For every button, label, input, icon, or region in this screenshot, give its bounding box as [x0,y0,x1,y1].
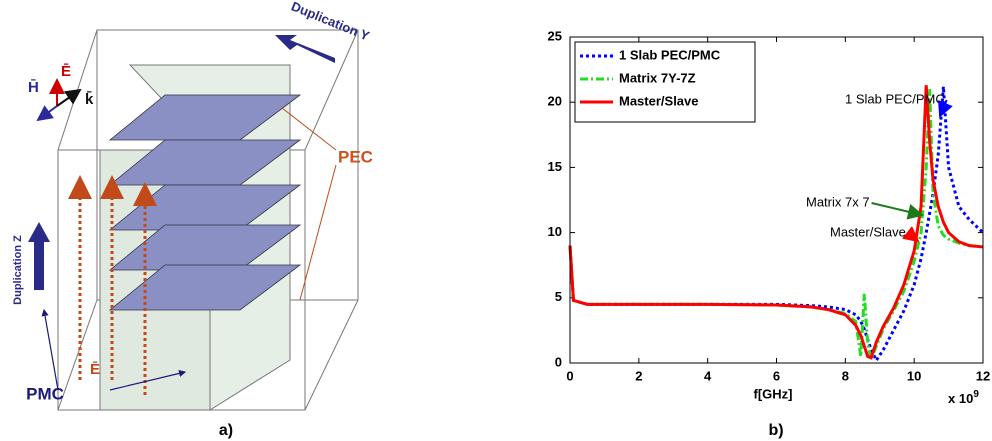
annotation: Master/Slave [830,224,906,239]
x-tick-label: 4 [704,368,712,383]
series-line [570,87,983,361]
duplication-z-label: Duplication Z [12,235,24,305]
k-vector-label: k̄ [85,90,94,108]
legend-label: 1 Slab PEC/PMC [619,47,721,62]
annotation-arrow [872,203,922,215]
x-tick-label: 12 [976,368,990,383]
series-line [570,89,983,359]
x-tick-label: 8 [842,368,849,383]
figure: Duplication Y Duplication Z PEC PMC Ē H̄… [0,0,992,441]
y-tick-label: 0 [555,354,562,369]
x-axis-label: f[GHz] [754,386,793,401]
y-tick-label: 15 [548,159,562,174]
x-tick-label: 6 [773,368,780,383]
pmc-label: PMC [26,384,64,403]
y-tick-label: 10 [548,224,562,239]
annotation: 1 Slab PEC/PMC [845,91,945,106]
duplication-y-label: Duplication Y [289,0,372,44]
diagram [28,30,358,410]
x-multiplier-exponent: 9 [973,389,979,400]
x-tick-label: 2 [635,368,642,383]
e-field-bottom-label: Ē [90,361,100,378]
e-field-label: Ē [61,63,71,80]
x-tick-label: 0 [566,368,573,383]
x-multiplier: x 109 [948,389,979,407]
h-field-label: H̄ [28,78,39,96]
caption: b) [768,422,783,439]
pec-label: PEC [338,147,373,166]
y-tick-label: 5 [555,289,562,304]
caption: a) [219,422,233,439]
legend-label: Matrix 7Y-7Z [619,70,696,85]
annotation: Matrix 7x 7 [806,194,870,209]
y-tick-label: 25 [548,28,562,43]
y-tick-label: 20 [548,94,562,109]
x-multiplier-base: x 10 [948,391,973,406]
legend-label: Master/Slave [619,93,699,108]
x-tick-label: 10 [907,368,921,383]
